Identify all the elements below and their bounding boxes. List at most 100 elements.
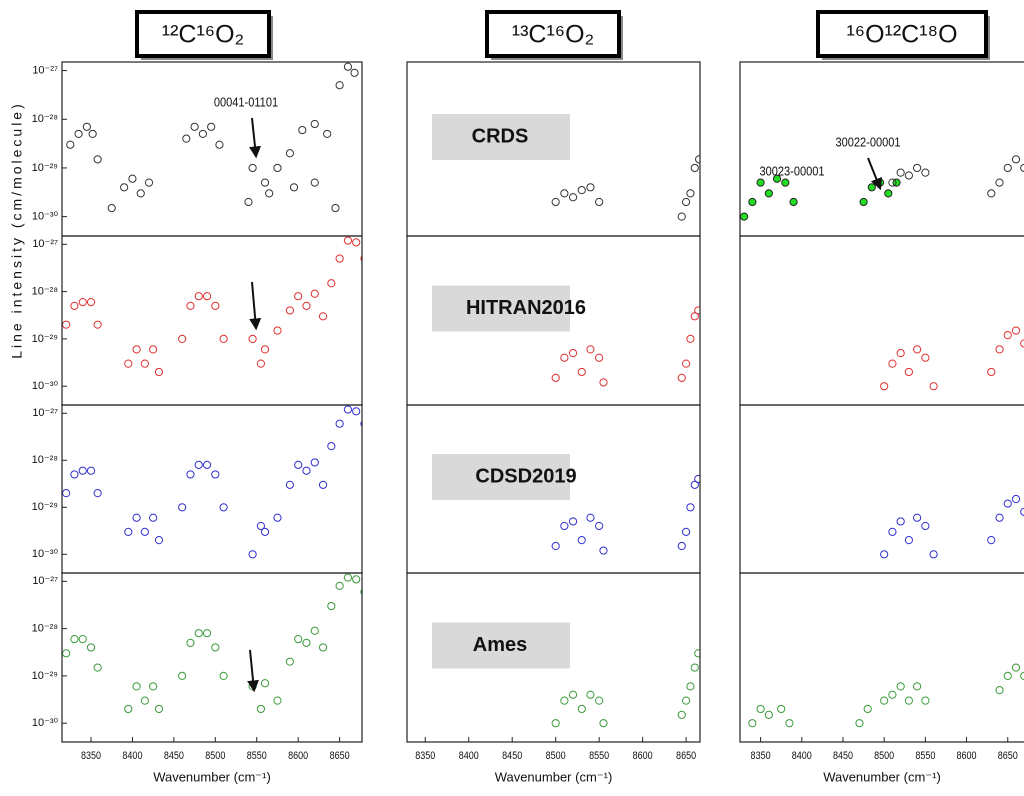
data-point [285,480,295,489]
x-tick-label: 8550 [915,750,935,762]
y-tick-label: 10⁻³⁰ [32,211,59,223]
data-point [140,359,149,368]
data-point [211,301,220,310]
data-point [310,119,319,129]
data-point [595,521,604,531]
data-point [690,163,699,173]
data-point [681,359,691,368]
x-tick-label: 8350 [751,750,771,762]
data-point [880,382,889,391]
data-point [194,629,203,638]
data-point [896,168,905,177]
y-tick-label: 10⁻²⁹ [32,670,58,682]
data-point [1011,494,1021,504]
data-point [681,696,691,705]
data-point [302,638,311,647]
data-point [551,197,560,207]
data-point [318,643,328,652]
title-box [485,10,621,58]
data-point [140,696,149,705]
x-tick-label: 8350 [415,750,435,762]
data-point [1003,499,1012,508]
plot-area [551,474,700,555]
data-point [677,373,686,382]
data-point [327,279,336,288]
data-point [186,470,195,479]
method-label: Ames [473,634,527,656]
y-tick-label: 10⁻³⁰ [32,380,59,392]
data-point [913,513,922,522]
data-point [310,178,319,187]
data-point [86,466,96,475]
data-point [551,373,560,382]
data-point [781,178,790,187]
data-point [335,81,344,90]
data-point [913,682,922,691]
data-point [921,168,930,177]
data-point [352,407,361,416]
data-point [904,171,913,180]
annotation: 00041-01101 [214,95,278,110]
data-point [244,197,253,207]
data-point [904,696,913,705]
data-point [178,671,187,680]
plot-area [551,649,700,728]
data-point [88,129,97,139]
data-point [178,334,187,343]
data-point [904,536,913,545]
plot-area [62,236,362,377]
x-axis-label: Wavenumber (cm⁻¹) [153,769,271,784]
data-point [677,541,686,551]
data-point [260,345,270,354]
data-point [132,682,141,691]
data-point [62,649,71,658]
data-point [194,460,203,469]
data-point [124,704,133,714]
data-point [551,541,560,551]
data-point [350,68,359,77]
data-point [207,122,216,131]
data-point [595,353,604,362]
data-point [343,573,353,582]
data-point [772,174,782,183]
data-point [62,320,71,329]
data-point [327,442,336,451]
data-point [132,513,141,522]
x-axis-label: Wavenumber (cm⁻¹) [823,769,941,784]
data-point [1011,155,1021,164]
data-point [913,345,922,354]
data-point [248,163,257,173]
panel-frame [61,404,363,574]
data-point [285,657,295,666]
data-point [690,480,699,489]
data-point [904,367,913,377]
plot-area [748,663,1024,728]
data-point [867,183,876,192]
data-point [1003,671,1012,680]
data-point [78,466,87,475]
data-point [211,470,220,479]
data-point [929,382,938,391]
data-point [256,521,265,531]
data-point [120,183,129,192]
x-tick-label: 8450 [164,750,184,762]
x-tick-label: 8600 [633,750,653,762]
data-point [764,710,773,719]
x-tick-label: 8400 [792,750,812,762]
data-point [560,353,569,362]
data-point [190,122,199,131]
data-point [577,536,586,545]
data-point [343,62,353,71]
x-tick-label: 8400 [122,750,142,762]
data-point [107,203,116,213]
data-point [140,527,149,536]
y-tick-label: 10⁻²⁷ [32,575,58,587]
data-point [560,521,569,531]
data-point [182,134,191,143]
data-point [202,629,212,638]
plot-area [551,306,700,387]
x-tick-label: 8550 [247,750,267,762]
data-point [144,178,154,187]
data-point [294,635,303,644]
